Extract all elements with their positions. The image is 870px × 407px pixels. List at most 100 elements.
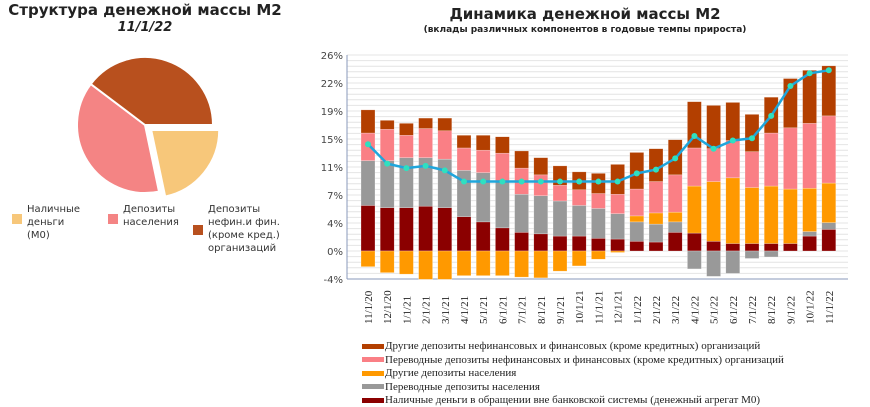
bar-segment <box>591 238 606 252</box>
x-tick-label: 3/1/21 <box>440 296 452 324</box>
bar-segment <box>725 140 741 179</box>
bar-segment <box>802 70 817 124</box>
bar-segment <box>456 216 472 252</box>
x-tick-label: 4/1/21 <box>459 296 471 324</box>
bar-segment <box>475 250 491 276</box>
bar-segment <box>495 152 510 182</box>
pie-legend-swatch <box>193 225 203 235</box>
bar-segment <box>629 241 645 252</box>
bar-segment <box>706 148 721 182</box>
bar-segment <box>648 181 664 214</box>
x-tick-label: 6/1/21 <box>497 296 509 324</box>
m2-growth-point <box>422 162 429 169</box>
m2-growth-point <box>384 160 391 167</box>
m2-growth-point <box>576 178 583 185</box>
pie-legend-line: Наличные <box>27 204 81 215</box>
pie-legend-line: Депозиты <box>208 204 261 215</box>
bar-segment <box>802 231 817 237</box>
bar-segment <box>399 123 414 136</box>
bar-segment <box>783 188 798 244</box>
bar-segment <box>725 243 741 252</box>
bar-segment <box>360 160 376 206</box>
pie-legend-line: (М0) <box>27 230 50 241</box>
legend-swatch <box>362 397 384 403</box>
pie-legend-label: Депозиты нефин.и фин. (кроме кред.) организ… <box>208 203 280 255</box>
bar-segment <box>437 207 453 252</box>
m2-growth-point <box>749 135 755 142</box>
bar-segment <box>533 157 549 176</box>
bar-segment <box>610 194 625 214</box>
bar-segment <box>821 182 837 223</box>
bar-segment <box>495 250 510 276</box>
bar-segment <box>648 241 664 252</box>
x-tick-label: 2/1/21 <box>421 296 433 324</box>
m2-growth-point <box>365 141 371 148</box>
bar-segment <box>514 250 529 278</box>
bar-segment <box>475 221 491 252</box>
chart-title: Динамика денежной массы М2 <box>449 5 721 23</box>
bar-segment <box>667 211 683 223</box>
pie-date: 11/1/22 <box>117 20 173 35</box>
pie-legend-line: Депозиты <box>123 204 176 215</box>
m2-growth-point <box>557 178 563 185</box>
y-tick-label: 4% <box>327 219 343 230</box>
bar-segment <box>802 235 817 252</box>
y-tick-label: 22% <box>321 79 343 90</box>
m2-growth-point <box>710 145 717 152</box>
bar-segment <box>360 250 376 267</box>
bar-segment <box>571 205 587 237</box>
bar-segment <box>610 250 625 253</box>
bar-segment <box>399 250 414 275</box>
x-tick-label: 5/1/21 <box>478 296 490 324</box>
bar-segment <box>629 188 645 217</box>
legend-swatch <box>362 357 384 363</box>
legend-item: Наличные деньги в обращении вне банковск… <box>362 394 760 407</box>
legend-item: Переводные депозиты населения <box>362 381 540 394</box>
bar-segment <box>552 200 568 237</box>
x-tick-label: 10/1/21 <box>574 290 586 324</box>
chart-subtitle: (вклады различных компонентов в годовые … <box>423 25 747 35</box>
bar-segment <box>821 222 837 230</box>
x-tick-label: 11/1/22 <box>824 291 836 324</box>
pie-legend-line: нефин.и фин. <box>208 217 280 228</box>
m2-growth-line <box>367 69 829 183</box>
y-tick-label: 26% <box>321 51 343 62</box>
m2-growth-point <box>806 70 813 77</box>
bar-chart: 26% 22% 19% 15% 11% 7% 4% 0% -4% 11/1/20 12/1/20 1/… <box>321 51 848 324</box>
bar-segment <box>437 250 453 280</box>
bar-segment <box>687 232 702 252</box>
bar-segment <box>648 148 664 182</box>
bar-segment <box>783 127 798 190</box>
pie-slice <box>149 129 221 198</box>
bar-segment <box>610 238 625 252</box>
x-tick-label: 12/1/21 <box>613 290 625 324</box>
x-tick-label: 12/1/20 <box>382 290 394 324</box>
bar-segment <box>379 129 395 161</box>
bar-segment <box>552 235 568 252</box>
bar-segment <box>514 232 529 252</box>
legend-swatch <box>362 343 384 349</box>
legend-label: Переводные депозиты нефинансовых и финан… <box>385 353 784 366</box>
pie-legend-swatch <box>108 214 118 224</box>
bar-segment <box>571 235 587 252</box>
pie-legend-line: деньги <box>27 217 65 228</box>
bar-segment <box>571 250 587 267</box>
x-tick-label: 9/1/21 <box>555 296 567 324</box>
bar-segment <box>514 194 529 233</box>
pie-title: Структура денежной массы М2 <box>8 1 282 19</box>
bar-segment <box>610 213 625 240</box>
bar-segment <box>533 250 549 279</box>
bar-segment <box>533 174 549 196</box>
bar-segment <box>591 193 606 209</box>
x-tick-label: 1/1/22 <box>632 296 644 324</box>
y-tick-label: 11% <box>321 163 343 174</box>
x-tick-label: 11/1/21 <box>593 291 605 324</box>
bar-segment <box>667 221 683 233</box>
pie-slice <box>89 56 215 126</box>
m2-growth-point <box>729 137 736 144</box>
bar-segment <box>437 158 453 208</box>
bar-segment <box>475 135 491 151</box>
bar-segment <box>744 250 760 259</box>
m2-growth-point <box>499 178 506 185</box>
pie-chart <box>76 56 221 198</box>
